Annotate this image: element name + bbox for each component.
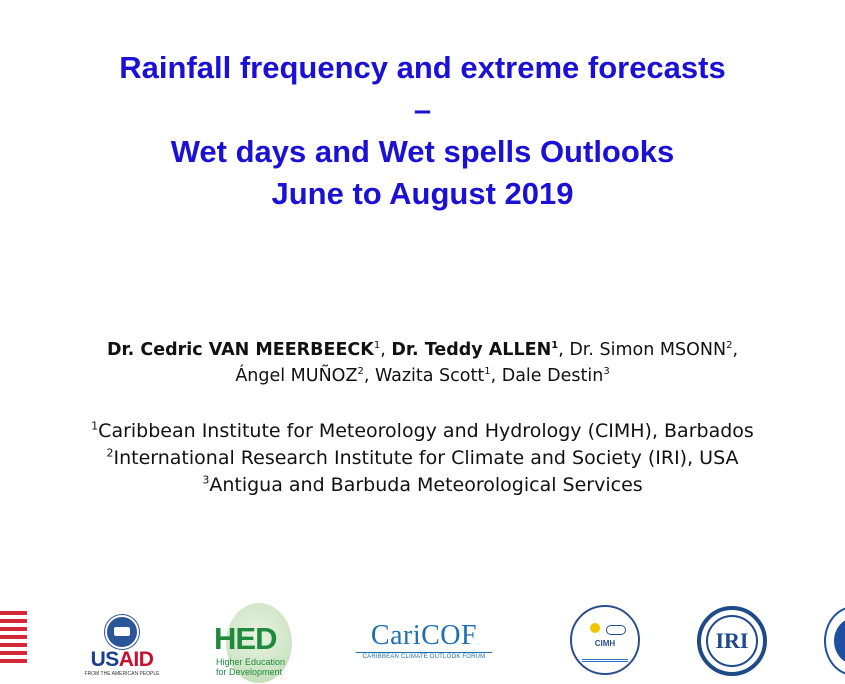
bird-icon bbox=[834, 618, 845, 664]
usaid-seal-icon bbox=[105, 615, 139, 649]
affiliation-text: International Research Institute for Cli… bbox=[113, 447, 739, 469]
author-line-2: Ángel MUÑOZ2, Wazita Scott1, Dale Destin… bbox=[235, 366, 610, 386]
usaid-logo: USAID FROM THE AMERICAN PEOPLE bbox=[84, 615, 160, 679]
title-line-3: Wet days and Wet spells Outlooks bbox=[170, 134, 675, 169]
author-name: Dr. Simon MSONN bbox=[569, 340, 727, 360]
caricof-tagline: CARIBBEAN CLIMATE OUTLOOK FORUM bbox=[356, 652, 492, 660]
noaa-logo bbox=[824, 606, 845, 676]
author-name: Wazita Scott bbox=[374, 366, 485, 386]
globe-icon bbox=[226, 603, 292, 683]
author-name: Dale Destin bbox=[501, 366, 604, 386]
author-name: Dr. Teddy ALLEN bbox=[391, 340, 552, 360]
iri-wordmark: IRI bbox=[706, 615, 758, 667]
author-name: Ángel MUÑOZ bbox=[235, 366, 358, 386]
slide-title: Rainfall frequency and extreme forecasts… bbox=[0, 47, 845, 215]
author-affiliation-mark: 2 bbox=[357, 366, 364, 378]
hed-tagline: Higher Education for Development bbox=[216, 657, 286, 677]
author-list: Dr. Cedric VAN MEERBEECK1, Dr. Teddy ALL… bbox=[0, 337, 845, 389]
caricof-wordmark: CariCOF bbox=[370, 620, 478, 651]
iri-logo: IRI bbox=[697, 606, 767, 676]
affiliation-list: 1Caribbean Institute for Meteorology and… bbox=[0, 418, 845, 499]
affiliation-item: 3Antigua and Barbuda Meteorological Serv… bbox=[0, 472, 845, 499]
waves-icon bbox=[582, 651, 628, 662]
usaid-wordmark: USAID bbox=[90, 648, 154, 671]
author-line-1: Dr. Cedric VAN MEERBEECK1, Dr. Teddy ALL… bbox=[106, 340, 739, 360]
author-name: Dr. Cedric VAN MEERBEECK bbox=[106, 340, 374, 360]
usaid-tagline: FROM THE AMERICAN PEOPLE bbox=[84, 671, 160, 677]
title-line-2: – bbox=[413, 92, 432, 127]
cimh-logo: CIMH bbox=[570, 605, 640, 675]
affiliation-mark: 3 bbox=[202, 473, 210, 487]
title-line-4: June to August 2019 bbox=[271, 176, 574, 211]
author-affiliation-mark: 2 bbox=[726, 340, 733, 352]
hed-logo: HED Higher Education for Development bbox=[208, 603, 296, 683]
affiliation-text: Antigua and Barbuda Meteorological Servi… bbox=[209, 474, 643, 496]
author-affiliation-mark: 1 bbox=[373, 340, 381, 352]
author-affiliation-mark: 1 bbox=[551, 340, 559, 352]
hed-wordmark: HED bbox=[214, 621, 277, 656]
caricof-logo: CariCOF CARIBBEAN CLIMATE OUTLOOK FORUM bbox=[356, 622, 492, 662]
affiliation-item: 1Caribbean Institute for Meteorology and… bbox=[0, 418, 845, 445]
author-affiliation-mark: 3 bbox=[603, 366, 610, 378]
sun-icon bbox=[590, 623, 600, 633]
title-line-1: Rainfall frequency and extreme forecasts bbox=[119, 50, 726, 85]
us-flag-logo bbox=[0, 611, 27, 667]
affiliation-mark: 1 bbox=[91, 419, 99, 433]
affiliation-text: Caribbean Institute for Meteorology and … bbox=[98, 420, 754, 442]
cimh-wordmark: CIMH bbox=[594, 639, 616, 648]
affiliation-item: 2International Research Institute for Cl… bbox=[0, 445, 845, 472]
author-affiliation-mark: 1 bbox=[484, 366, 491, 378]
affiliation-mark: 2 bbox=[106, 446, 114, 460]
cloud-icon bbox=[606, 625, 626, 635]
